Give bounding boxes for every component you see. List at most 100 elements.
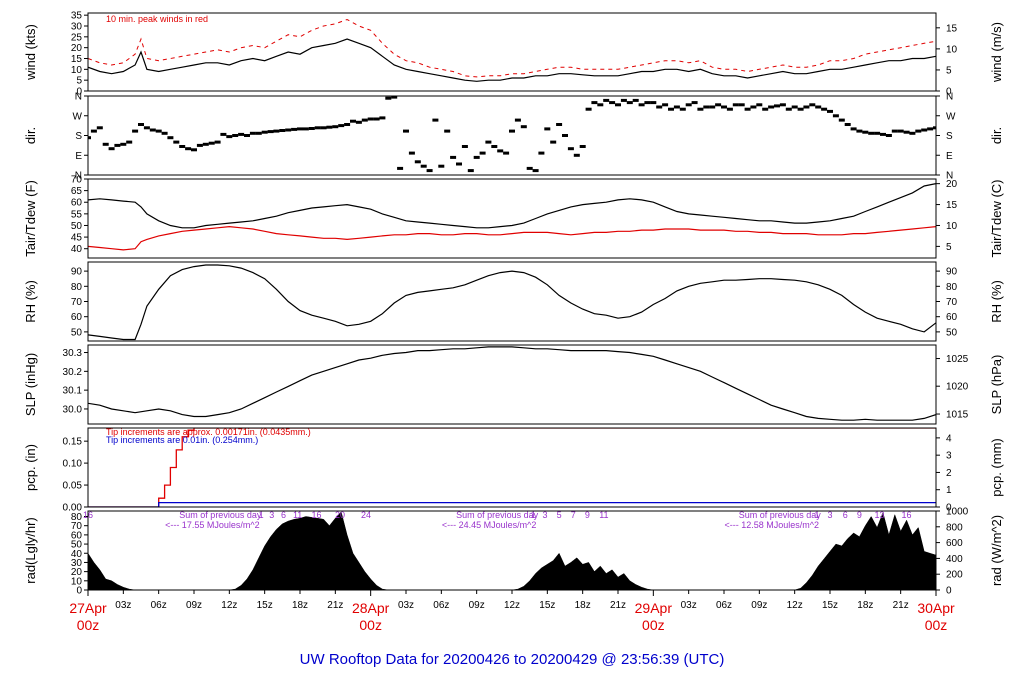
- dir-point: [114, 143, 121, 147]
- temp-series-group: [88, 183, 936, 251]
- x-tick-label: 18z: [857, 600, 873, 611]
- rad-sum-line2: <--- 24.45 MJoules/m^2: [442, 520, 537, 530]
- dir-point: [609, 101, 616, 105]
- dir-point: [591, 101, 598, 105]
- x-tick-label: 06z: [716, 600, 732, 611]
- dir-point: [261, 130, 268, 134]
- rad-sum-line1: Sum of previous day: [179, 510, 262, 520]
- dir-left-tick-label: W: [73, 111, 83, 122]
- dir-point: [903, 130, 910, 134]
- x-tick-label: 12z: [221, 600, 237, 611]
- x-tick-label: 03z: [398, 600, 414, 611]
- rad-hour-label: 16: [83, 510, 93, 520]
- dir-point: [467, 169, 474, 173]
- rad-series-group: [88, 511, 936, 590]
- dir-point: [809, 103, 816, 107]
- x-tick-label: 21z: [893, 600, 909, 611]
- dir-point: [132, 129, 139, 133]
- dir-point: [338, 124, 345, 128]
- dir-point: [538, 151, 545, 155]
- rh-right-tick-label: 80: [946, 282, 958, 293]
- rad-right-tick-label: 400: [946, 554, 963, 565]
- rad-series-0: [88, 511, 936, 590]
- pcp-series-0: [88, 428, 936, 507]
- dir-point: [685, 103, 692, 107]
- x-tick-label: 03z: [115, 600, 131, 611]
- rad-hour-label: 24: [361, 510, 371, 520]
- pcp-right-tick-label: 3: [946, 451, 952, 462]
- dir-point: [249, 131, 256, 135]
- dir-point: [379, 116, 386, 120]
- wind-series-group: [88, 18, 936, 82]
- dir-point: [827, 109, 833, 113]
- slp-left-tick-label: 30.2: [63, 367, 83, 378]
- dir-point: [550, 140, 557, 144]
- wind-left-tick-label: 15: [71, 54, 83, 65]
- dir-point: [279, 129, 286, 132]
- dir-right-tick-label: E: [946, 151, 953, 162]
- dir-point: [326, 125, 333, 129]
- wind-left-tick-label: 10: [71, 65, 83, 76]
- dir-point: [797, 107, 804, 111]
- dir-point: [526, 166, 533, 170]
- dir-point: [202, 142, 209, 146]
- dir-point: [191, 148, 197, 152]
- dir-right-tick-label: N: [946, 92, 953, 103]
- slp-right-tick-label: 1025: [946, 354, 969, 365]
- dir-point: [573, 153, 580, 157]
- rad-left-tick-label: 20: [71, 567, 83, 578]
- dir-point: [703, 105, 710, 109]
- dir-point: [220, 132, 227, 136]
- dir-point: [385, 96, 392, 100]
- dir-point: [532, 169, 539, 173]
- dir-point: [138, 123, 144, 126]
- slp-series-0: [88, 346, 936, 421]
- slp-left-tick-label: 30.3: [63, 348, 83, 359]
- wind-right-tick-label: 5: [946, 65, 952, 76]
- rh-left-tick-label: 50: [71, 327, 83, 338]
- x-tick-label: 15z: [257, 600, 273, 611]
- x-axis: 03z 06z 09z 12z 15z 18z 21z 03z 06z 09z 12z 15z 18z 2…: [69, 590, 955, 633]
- rad-hour-label: 9: [857, 510, 862, 520]
- temp-series-1: [88, 225, 936, 251]
- rh-ylabel-left: RH (%): [23, 280, 38, 323]
- rad-hour-label: 3: [827, 510, 832, 520]
- x-tick-label: 09z: [751, 600, 767, 611]
- rh-right-tick-label: 50: [946, 327, 958, 338]
- panel-slp: 30.0 30.1 30.2 30.3 1015 1020 1025 SLP (inHg) SL…: [23, 344, 1004, 425]
- dir-point: [597, 103, 604, 107]
- dir-point: [255, 131, 262, 135]
- dir-point: [520, 125, 527, 129]
- dir-point: [491, 145, 498, 148]
- dir-point: [774, 104, 780, 108]
- pcp-right-tick-label: 0: [946, 503, 952, 514]
- wind-left-tick-label: 5: [76, 76, 82, 87]
- wind-left-tick-label: 30: [71, 22, 83, 33]
- rh-series-group: [88, 264, 936, 341]
- slp-ylabel-left: SLP (inHg): [23, 353, 38, 416]
- slp-frame: [87, 344, 937, 425]
- rad-hour-label: 3: [269, 510, 274, 520]
- rad-hour-label: 11: [293, 510, 302, 520]
- dir-point: [302, 127, 309, 131]
- dir-point: [679, 107, 686, 111]
- dir-point: [332, 125, 339, 129]
- dir-point: [850, 127, 857, 131]
- temp-right-tick-label: 10: [946, 221, 958, 232]
- rad-ylabel-left: rad(Lgly/hr): [23, 517, 38, 583]
- dir-point: [432, 118, 439, 122]
- rad-hour-label: 5: [557, 510, 562, 520]
- rad-right-tick-label: 600: [946, 538, 963, 549]
- dir-point: [756, 103, 763, 107]
- dir-left-tick-label: N: [75, 92, 82, 103]
- dir-point: [709, 105, 716, 109]
- dir-point: [473, 155, 480, 159]
- rad-hour-label: 1: [531, 510, 536, 520]
- dir-right-tick-label: W: [946, 111, 956, 122]
- dir-point: [556, 123, 563, 126]
- x-tick-label: 15z: [539, 600, 555, 611]
- dir-point: [762, 107, 769, 111]
- dir-left-tick-label: E: [75, 151, 82, 162]
- x-tick-label: 12z: [504, 600, 520, 611]
